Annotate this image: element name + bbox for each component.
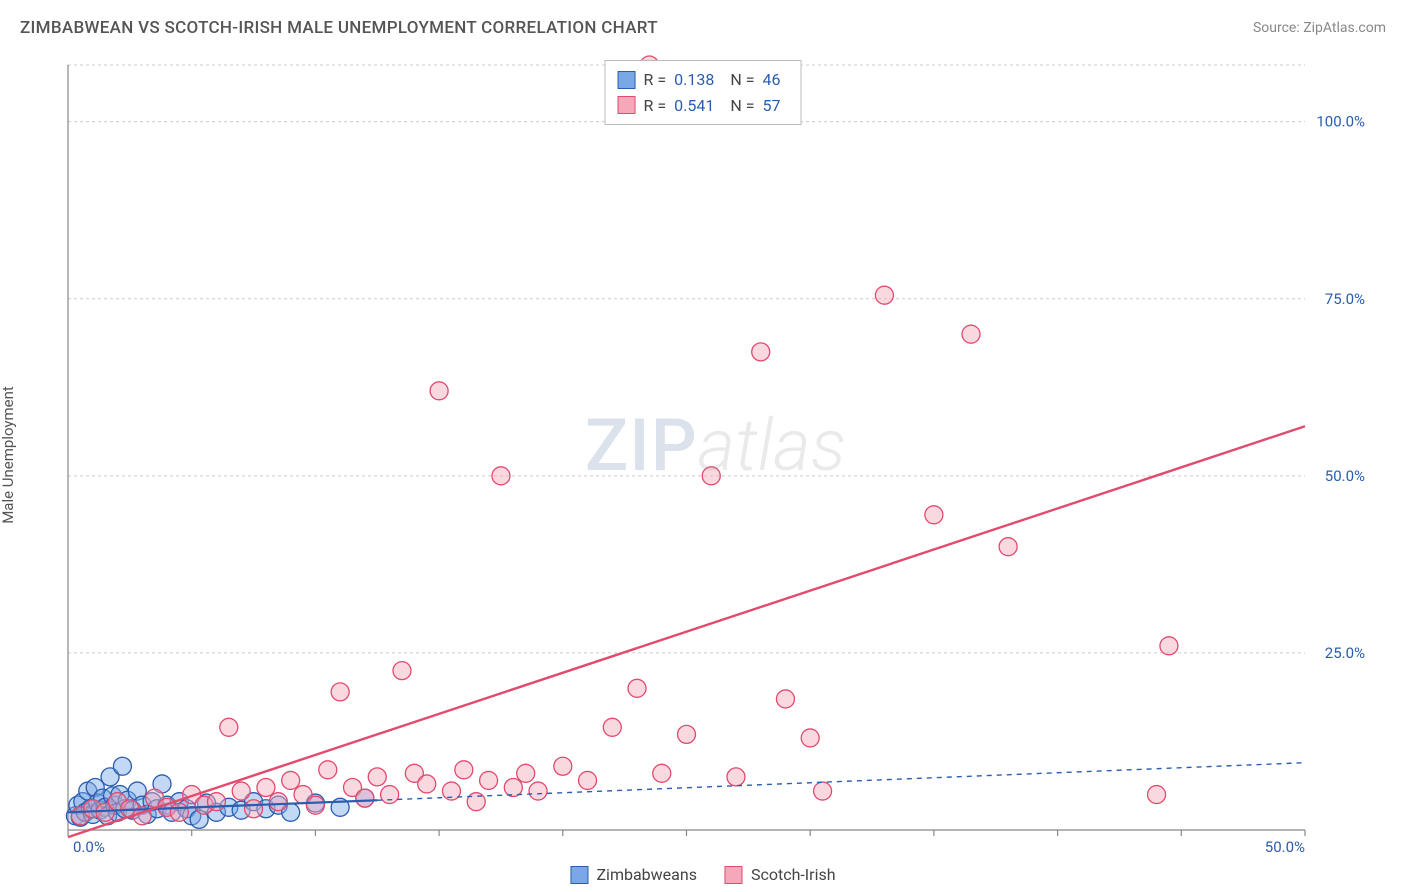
scatter-chart: 25.0% 50.0% 75.0% 100.0% 0.0% 50.0% [50,55,1380,855]
chart-area: 25.0%50.0%75.0%100.0%0.0%50.0% ZIPatlas [50,55,1381,852]
svg-text:50.0%: 50.0% [1265,838,1305,855]
svg-text:50.0%: 50.0% [1325,467,1365,485]
legend-label-0: Zimbabweans [596,865,696,884]
legend-swatch-1 [725,866,743,884]
legend-swatch-0 [570,866,588,884]
legend-item-0: Zimbabweans [570,865,696,884]
legend-item-1: Scotch-Irish [725,865,836,884]
y-axis-label: Male Unemployment [0,386,17,524]
bottom-legend: Zimbabweans Scotch-Irish [570,865,835,884]
stat-n-label-1: N = [730,93,754,119]
stat-row-1: R = 0.541 N = 57 [618,93,789,119]
svg-text:25.0%: 25.0% [1325,644,1365,662]
legend-label-1: Scotch-Irish [751,865,836,884]
stat-r-val-0: 0.138 [674,67,714,93]
stat-r-label-0: R = [644,67,667,93]
chart-source: Source: ZipAtlas.com [1253,20,1386,36]
stat-swatch-0 [618,71,636,89]
svg-text:100.0%: 100.0% [1316,113,1365,131]
svg-text:0.0%: 0.0% [73,838,105,855]
stat-swatch-1 [618,96,636,114]
chart-title: ZIMBABWEAN VS SCOTCH-IRISH MALE UNEMPLOY… [20,18,658,38]
stat-row-0: R = 0.138 N = 46 [618,67,789,93]
stat-n-label-0: N = [730,67,754,93]
stat-r-val-1: 0.541 [674,93,714,119]
stat-n-val-1: 57 [762,93,780,119]
svg-text:75.0%: 75.0% [1325,290,1365,308]
stat-legend: R = 0.138 N = 46 R = 0.541 N = 57 [605,60,802,125]
stat-r-label-1: R = [644,93,667,119]
chart-header: ZIMBABWEAN VS SCOTCH-IRISH MALE UNEMPLOY… [20,18,1386,38]
stat-n-val-0: 46 [762,67,780,93]
